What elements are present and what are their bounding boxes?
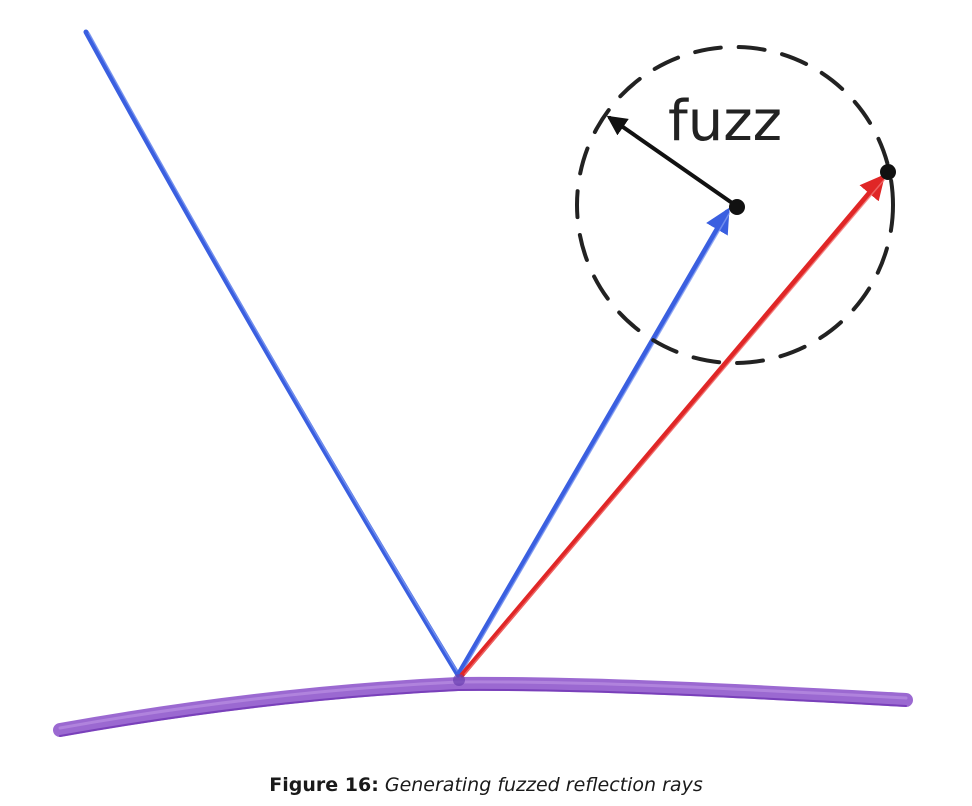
reflecting-surface (53, 676, 913, 737)
fuzz-radius-vector (606, 115, 737, 207)
caption-label: Figure 16: (269, 774, 379, 796)
hit-point (453, 674, 465, 686)
fuzz-sphere (575, 45, 895, 365)
fuzzed-ray (459, 174, 886, 678)
sphere-center-point (729, 199, 745, 215)
fuzzed-target-point (880, 164, 896, 180)
fuzz-label: fuzz (668, 89, 782, 154)
fuzz-reflection-diagram: fuzz (53, 29, 913, 737)
reflected-ray (455, 207, 730, 678)
incoming-ray (83, 29, 461, 678)
figure-caption: Figure 16: Generating fuzzed reflection … (0, 774, 972, 796)
caption-text: Generating fuzzed reflection rays (384, 774, 703, 796)
